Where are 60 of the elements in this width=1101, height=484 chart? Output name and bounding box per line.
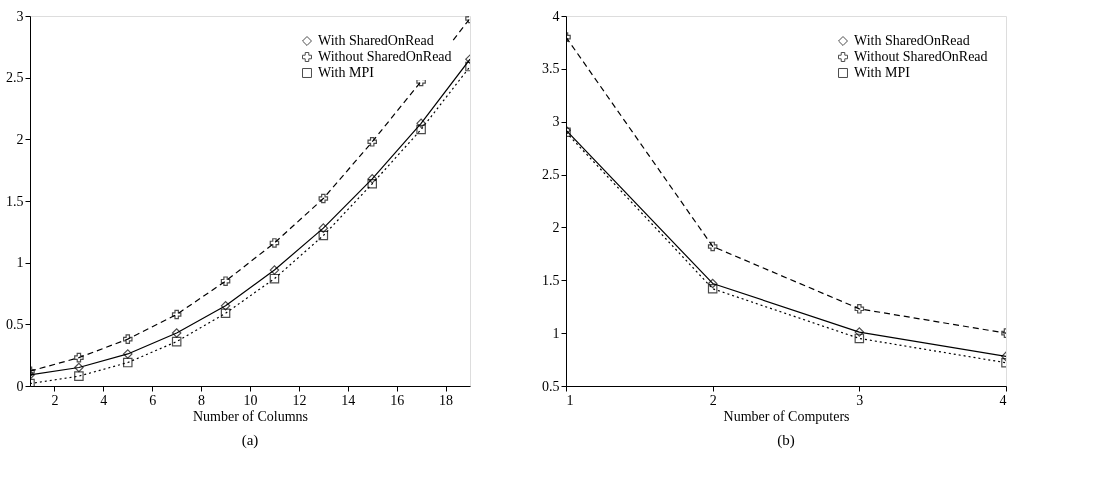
x-tick-label: 10 [243,392,258,408]
point [269,238,280,248]
point [74,352,84,363]
y-tick-label: 3 [552,114,560,130]
legend-label: With MPI [854,65,911,80]
y-tick-label: 2.5 [542,167,560,183]
legend-label: Without SharedOnRead [318,49,452,64]
y-tick-label: 2 [16,131,24,147]
point [367,178,378,189]
x-tick-label: 4 [999,392,1007,408]
point [318,193,329,204]
legend-label: With MPI [318,65,375,80]
legend-label: With SharedOnRead [854,33,970,48]
point [318,223,329,233]
x-tick-label: 2 [51,392,59,408]
point [122,349,133,359]
x-tick-label: 4 [100,392,108,408]
y-tick-label: 1 [16,255,24,271]
point [220,308,231,319]
point [269,273,280,284]
y-tick-label: 0.5 [542,378,560,394]
y-tick-label: 0 [16,378,24,394]
x-tick-label: 14 [341,392,356,408]
point [318,230,329,241]
point [122,334,133,344]
point [171,328,182,338]
legend-label: With SharedOnRead [318,33,434,48]
text: (b) [777,432,795,449]
point [171,336,182,347]
y-tick-label: 1.5 [542,272,560,288]
point [122,357,133,368]
point [220,276,231,286]
point [367,174,378,184]
x-tick-label: 2 [709,392,717,408]
y-tick-label: 1.5 [6,193,24,209]
x-tick-label: 12 [292,392,307,408]
y-tick-label: 4 [552,8,560,24]
y-tick-label: 3.5 [542,61,560,77]
y-tick-label: 1 [552,325,560,341]
y-tick-label: 2 [552,219,560,235]
x-tick-label: 6 [149,392,157,408]
point [171,309,182,320]
y-tick-label: 0.5 [6,316,24,332]
point [269,265,280,275]
legend-label: Without SharedOnRead [854,49,988,64]
point [367,137,378,147]
point [74,371,84,381]
x-tick-label: 16 [390,392,405,408]
point [220,301,231,311]
x-axis-title: Number of Columns [192,408,309,424]
x-tick-label: 8 [198,392,206,408]
point [416,124,426,135]
y-tick-label: 2.5 [6,70,24,86]
x-tick-label: 1 [566,392,574,408]
y-tick-label: 3 [16,8,24,24]
x-axis-title: Number of Computers [723,408,850,424]
point [74,362,84,373]
x-tick-label: 3 [856,392,864,408]
text: (a) [241,432,259,449]
x-tick-label: 18 [439,392,454,408]
